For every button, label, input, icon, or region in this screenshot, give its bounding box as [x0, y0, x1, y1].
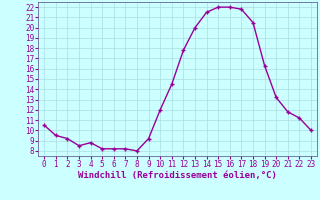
X-axis label: Windchill (Refroidissement éolien,°C): Windchill (Refroidissement éolien,°C) — [78, 171, 277, 180]
